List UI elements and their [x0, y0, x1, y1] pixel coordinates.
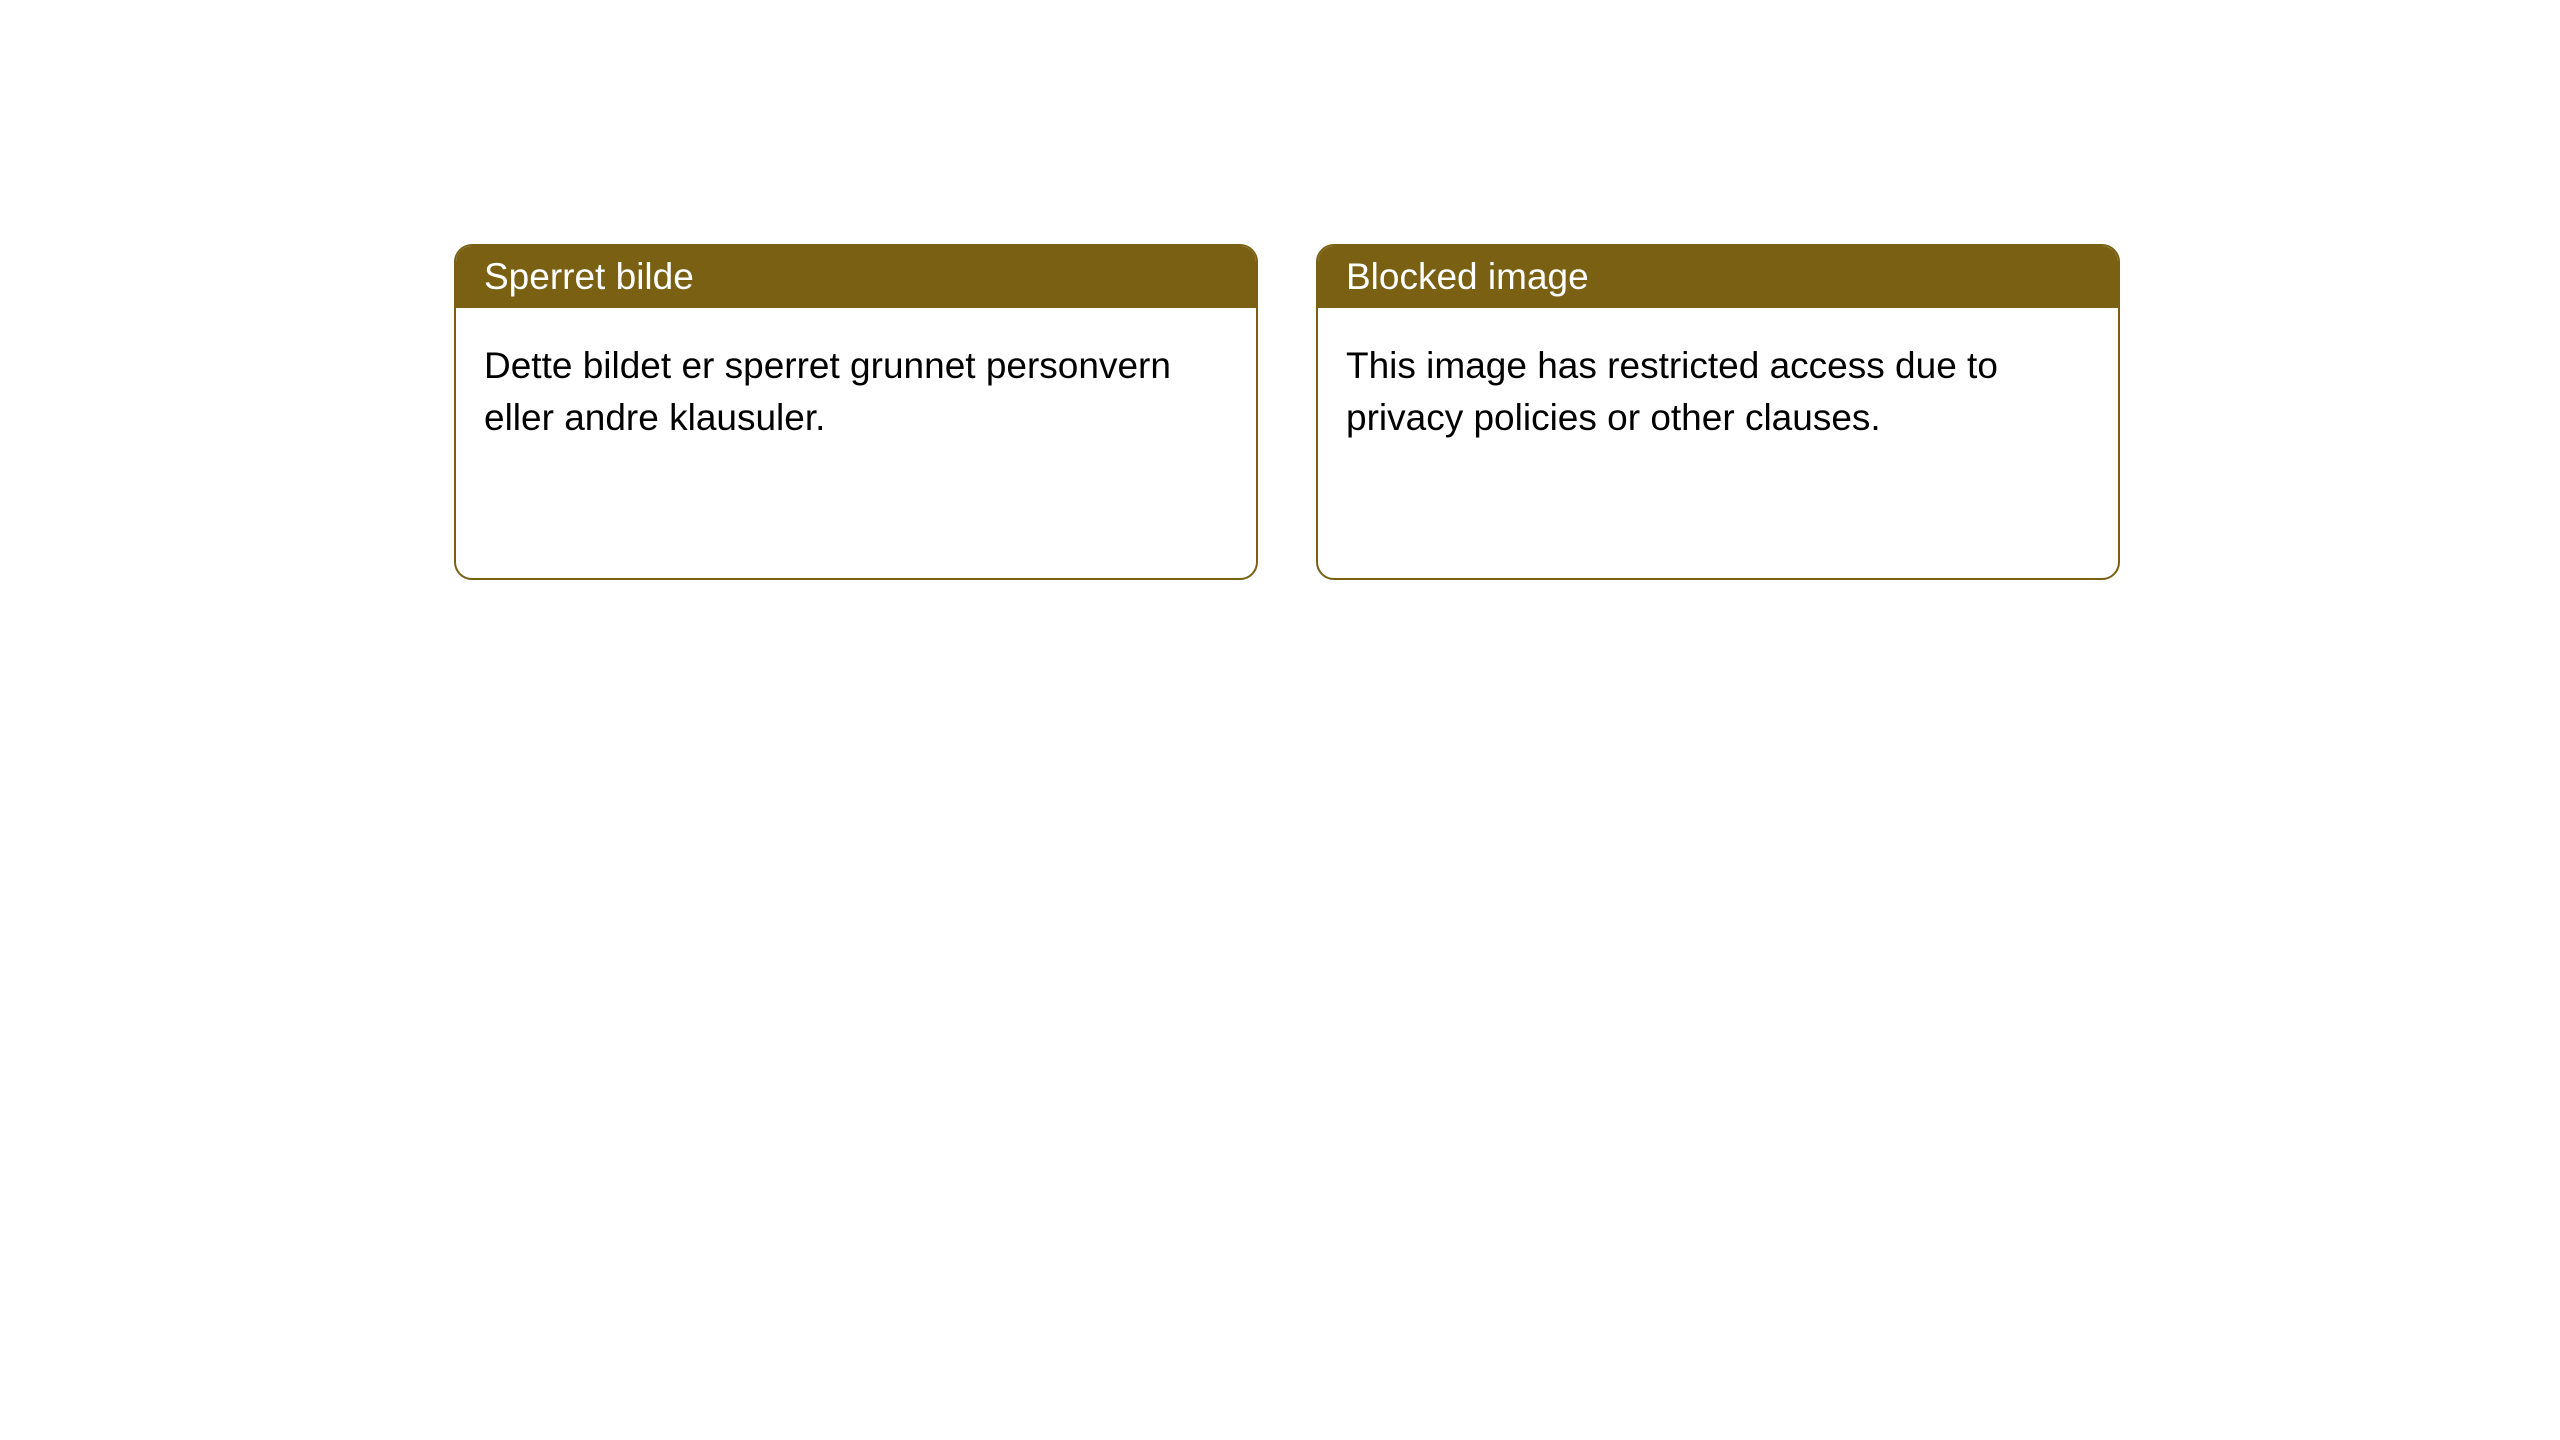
- blocked-image-card-en: Blocked image This image has restricted …: [1316, 244, 2120, 580]
- blocked-image-card-no: Sperret bilde Dette bildet er sperret gr…: [454, 244, 1258, 580]
- card-body-no: Dette bildet er sperret grunnet personve…: [456, 308, 1256, 476]
- card-container: Sperret bilde Dette bildet er sperret gr…: [0, 0, 2560, 580]
- card-title-en: Blocked image: [1318, 246, 2118, 308]
- card-body-en: This image has restricted access due to …: [1318, 308, 2118, 476]
- card-title-no: Sperret bilde: [456, 246, 1256, 308]
